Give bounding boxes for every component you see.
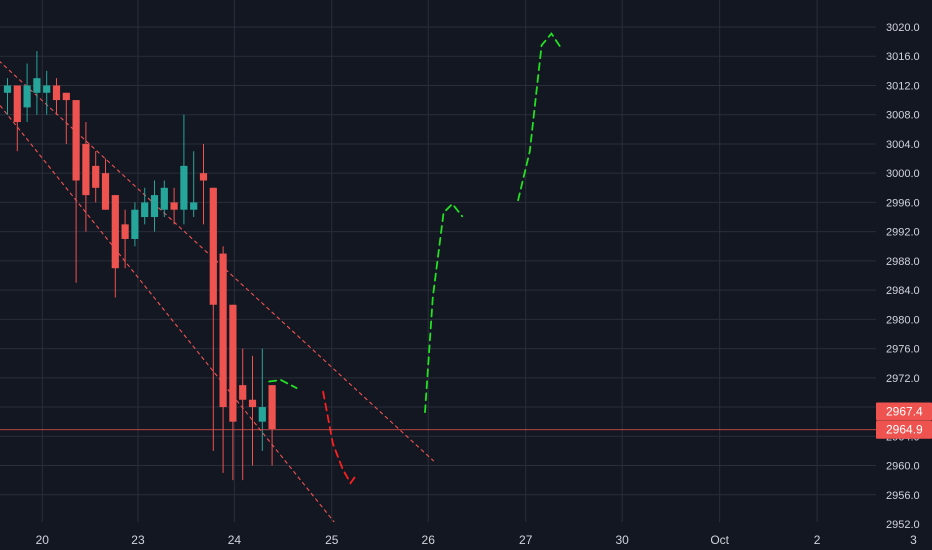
candle-body[interactable] bbox=[180, 165, 188, 210]
price-labels: 2967.4 2964.9 bbox=[876, 402, 932, 439]
candle-body[interactable] bbox=[101, 173, 110, 210]
candle-body[interactable] bbox=[258, 407, 266, 422]
y-tick-label: 2960.0 bbox=[886, 461, 920, 473]
candle-body[interactable] bbox=[209, 187, 217, 305]
x-tick-label: Oct bbox=[710, 533, 729, 547]
candle-body[interactable] bbox=[33, 78, 41, 93]
y-axis-ticks: 2952.02956.02960.02964.02968.02972.02976… bbox=[886, 22, 920, 531]
y-tick-label: 3020.0 bbox=[886, 22, 920, 34]
y-tick-label: 3008.0 bbox=[886, 110, 920, 122]
y-tick-label: 2996.0 bbox=[886, 197, 920, 209]
candle-body[interactable] bbox=[13, 85, 21, 123]
candle-body[interactable] bbox=[248, 399, 257, 408]
candle-body[interactable] bbox=[268, 385, 276, 429]
x-tick-label: 2 bbox=[814, 533, 821, 547]
candle-body[interactable] bbox=[52, 85, 61, 101]
channel-line bbox=[0, 61, 435, 462]
channel-line bbox=[0, 104, 335, 522]
projection-up-path bbox=[424, 202, 464, 414]
candle-body[interactable] bbox=[72, 100, 80, 181]
x-tick-label: 23 bbox=[131, 533, 145, 547]
x-tick-label: 26 bbox=[422, 533, 436, 547]
price-label-box bbox=[876, 402, 932, 421]
y-tick-label: 2984.0 bbox=[886, 285, 920, 297]
price-label-text: 2964.9 bbox=[886, 423, 923, 437]
candle-body[interactable] bbox=[43, 85, 51, 93]
y-tick-label: 2976.0 bbox=[886, 344, 920, 356]
y-tick-label: 3000.0 bbox=[886, 168, 920, 180]
y-tick-label: 3004.0 bbox=[886, 139, 920, 151]
y-tick-label: 2956.0 bbox=[886, 490, 920, 502]
x-tick-label: 27 bbox=[519, 533, 533, 547]
candle-body[interactable] bbox=[62, 92, 70, 101]
y-tick-label: 3012.0 bbox=[886, 80, 920, 92]
x-tick-label: 30 bbox=[615, 533, 629, 547]
candle-body[interactable] bbox=[3, 85, 12, 93]
candle-body[interactable] bbox=[121, 224, 129, 239]
x-tick-label: 3 bbox=[910, 533, 917, 547]
y-tick-label: 3016.0 bbox=[886, 51, 920, 63]
candle-body[interactable] bbox=[23, 85, 31, 108]
y-tick-label: 2952.0 bbox=[886, 519, 920, 531]
y-tick-label: 2980.0 bbox=[886, 314, 920, 326]
candle-body[interactable] bbox=[92, 165, 100, 188]
candle-body[interactable] bbox=[170, 202, 178, 210]
time-axis[interactable] bbox=[0, 522, 932, 550]
x-tick-label: 20 bbox=[36, 533, 50, 547]
projection-up-path bbox=[268, 379, 298, 389]
x-tick-label: 25 bbox=[325, 533, 339, 547]
candle-body[interactable] bbox=[239, 385, 247, 400]
candle-body[interactable] bbox=[141, 202, 149, 218]
candle-body[interactable] bbox=[190, 202, 198, 210]
candle-body[interactable] bbox=[82, 143, 90, 196]
candle-body[interactable] bbox=[150, 195, 159, 218]
y-tick-label: 2988.0 bbox=[886, 256, 920, 268]
y-tick-label: 2972.0 bbox=[886, 373, 920, 385]
candle-body[interactable] bbox=[111, 195, 119, 269]
candle-body[interactable] bbox=[229, 304, 237, 422]
candle-body[interactable] bbox=[131, 209, 139, 239]
price-label-box bbox=[876, 420, 932, 439]
y-tick-label: 2992.0 bbox=[886, 227, 920, 239]
candle-body[interactable] bbox=[160, 187, 168, 210]
price-label-text: 2967.4 bbox=[886, 404, 923, 418]
plot-area[interactable] bbox=[0, 32, 876, 524]
projection-up-path bbox=[517, 32, 563, 202]
x-axis-ticks: 20 23 24 25 26 27 30 Oct 2 3 bbox=[36, 533, 918, 547]
x-tick-label: 24 bbox=[228, 533, 242, 547]
price-axis[interactable] bbox=[876, 0, 932, 550]
candle-body[interactable] bbox=[199, 173, 208, 181]
projection-down-path bbox=[322, 390, 359, 485]
candle-body[interactable] bbox=[219, 253, 227, 408]
